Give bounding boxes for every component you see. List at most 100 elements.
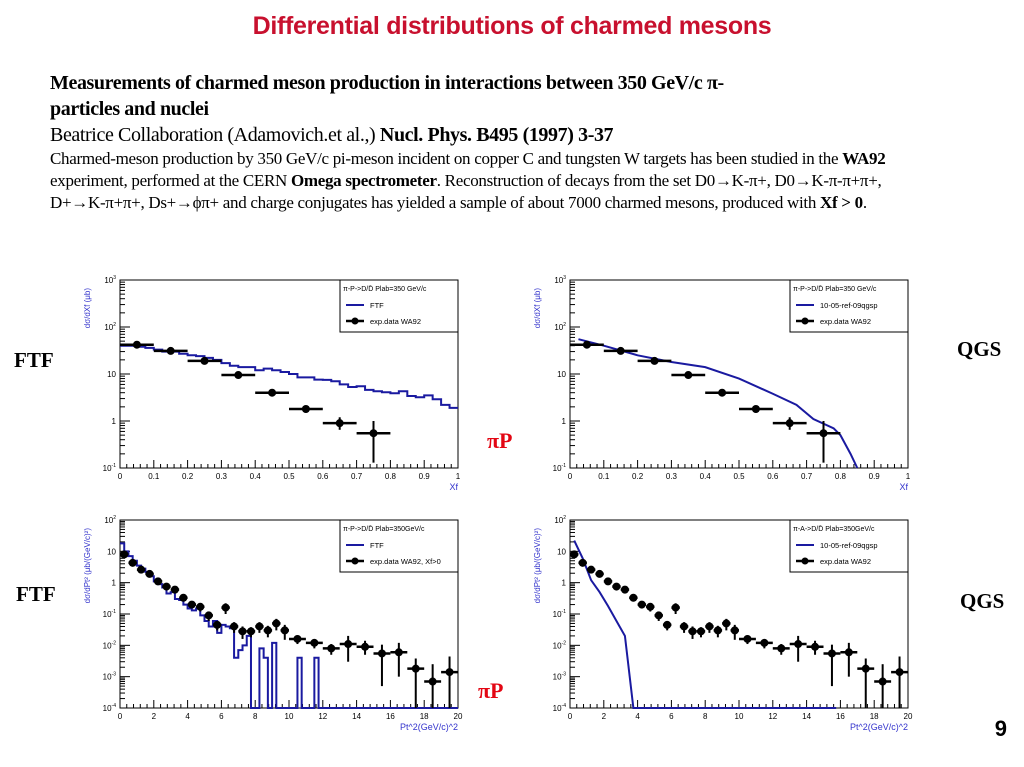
data-point <box>662 620 672 631</box>
data-point <box>356 640 374 655</box>
data-point <box>772 644 790 655</box>
page-number: 9 <box>994 716 1007 741</box>
data-marker <box>604 577 613 586</box>
y-tick-label: 10-4 <box>553 703 567 713</box>
data-marker <box>629 593 638 602</box>
data-marker <box>377 649 386 658</box>
legend-header: π-P->D/D̄ Plab=350 GeV/c <box>793 285 877 293</box>
x-tick-label: 1 <box>456 472 461 481</box>
x-tick-label: 0.1 <box>148 472 160 481</box>
plot-pt2-qgs: 10-4 10-3 10-2 10-1 1 10 102 0 2 4 6 8 10 12 14 16 18 20P… <box>533 515 913 732</box>
data-marker <box>246 627 255 636</box>
data-point <box>212 620 222 631</box>
plot-xf-ftf: 10-1 1 10 102 103 0 0.1 0.2 0.3 0.4 0.5 0.6 0.7 0.8 0.… <box>83 275 461 492</box>
data-point <box>170 585 180 594</box>
data-marker <box>230 622 239 631</box>
data-point <box>153 577 163 586</box>
data-marker <box>582 340 591 349</box>
data-marker <box>650 356 659 365</box>
data-marker <box>204 611 213 620</box>
data-marker <box>811 642 820 651</box>
data-marker <box>293 634 302 643</box>
y-tick-label: 10 <box>107 547 116 556</box>
data-marker <box>696 627 705 636</box>
y-tick-label: 1 <box>112 579 117 588</box>
abstract-text-4: . <box>862 193 867 212</box>
data-point <box>603 577 613 586</box>
data-marker <box>255 622 264 631</box>
data-point <box>570 550 579 559</box>
data-marker <box>221 603 230 612</box>
data-point <box>891 656 908 708</box>
citation-authors: Beatrice Collaboration (Adamovich.et al.… <box>50 124 380 146</box>
y-tick-label: 10 <box>107 370 116 379</box>
data-marker <box>616 346 625 355</box>
data-point <box>289 634 306 645</box>
data-point <box>823 644 841 687</box>
data-marker <box>861 664 870 673</box>
x-tick-label: 0.4 <box>250 472 262 481</box>
legend-data-marker <box>801 557 809 565</box>
data-marker <box>301 405 310 414</box>
x-tick-label: 10 <box>735 712 744 721</box>
y-tick-label: 1 <box>562 417 567 426</box>
x-tick-label: 10 <box>285 712 294 721</box>
data-point <box>187 356 222 365</box>
x-tick-label: 0.8 <box>835 472 847 481</box>
data-point <box>390 642 408 677</box>
data-marker <box>718 388 727 397</box>
data-point <box>671 603 680 614</box>
data-marker <box>827 649 836 658</box>
data-marker <box>213 620 222 629</box>
y-tick-label: 1 <box>562 579 567 588</box>
data-marker <box>705 622 714 631</box>
x-tick-label: 0.1 <box>598 472 610 481</box>
data-point <box>705 622 714 633</box>
data-marker <box>654 611 663 620</box>
x-tick-label: 0 <box>118 472 123 481</box>
legend-data-marker <box>801 317 809 325</box>
data-point <box>322 644 340 655</box>
model-curve <box>120 344 458 409</box>
data-point <box>637 356 672 365</box>
legend-data-marker <box>351 317 359 325</box>
data-point <box>840 642 858 677</box>
plot-xf-qgs: 10-1 1 10 102 103 0 0.1 0.2 0.3 0.4 0.5 0.6 0.7 0.8 0.… <box>533 275 911 492</box>
y-tick-label: 102 <box>104 322 116 332</box>
y-axis-label: dσ/dXf (μb) <box>83 288 92 329</box>
y-tick-label: 10-1 <box>103 609 117 619</box>
label-qgs-top: QGS <box>957 337 1002 361</box>
data-marker <box>238 627 247 636</box>
data-point <box>221 371 256 380</box>
x-tick-label: 12 <box>318 712 327 721</box>
data-point <box>637 600 647 609</box>
x-tick-label: 12 <box>768 712 777 721</box>
y-axis-label: dσ/dXf (μb) <box>533 288 542 329</box>
data-marker <box>620 585 629 594</box>
x-tick-label: 0 <box>568 712 573 721</box>
data-point <box>654 611 663 621</box>
legend-model-label: 10-05-ref-09qgsp <box>820 541 878 550</box>
label-ftf-top: FTF <box>14 348 54 372</box>
x-tick-label: 2 <box>602 712 607 721</box>
data-marker <box>166 346 175 355</box>
data-point <box>612 582 621 591</box>
data-point <box>772 417 807 430</box>
label-pip-bottom: πP <box>478 678 504 703</box>
data-marker <box>361 642 370 651</box>
data-marker <box>570 550 579 559</box>
data-marker <box>671 603 680 612</box>
legend-model-label: 10-05-ref-09qgsp <box>820 301 878 310</box>
x-tick-label: 20 <box>904 712 913 721</box>
data-point <box>857 658 875 708</box>
data-point <box>145 569 154 578</box>
data-point <box>322 417 357 430</box>
data-point <box>739 634 756 645</box>
data-point <box>620 585 630 594</box>
data-marker <box>411 664 420 673</box>
y-axis-label: dσ/dPt² (μb/(GeV/c)²) <box>533 528 542 604</box>
data-marker <box>445 668 454 677</box>
label-pip-top: πP <box>487 428 513 453</box>
abstract: Charmed-meson production by 350 GeV/c pi… <box>50 148 930 214</box>
data-marker <box>722 619 731 628</box>
